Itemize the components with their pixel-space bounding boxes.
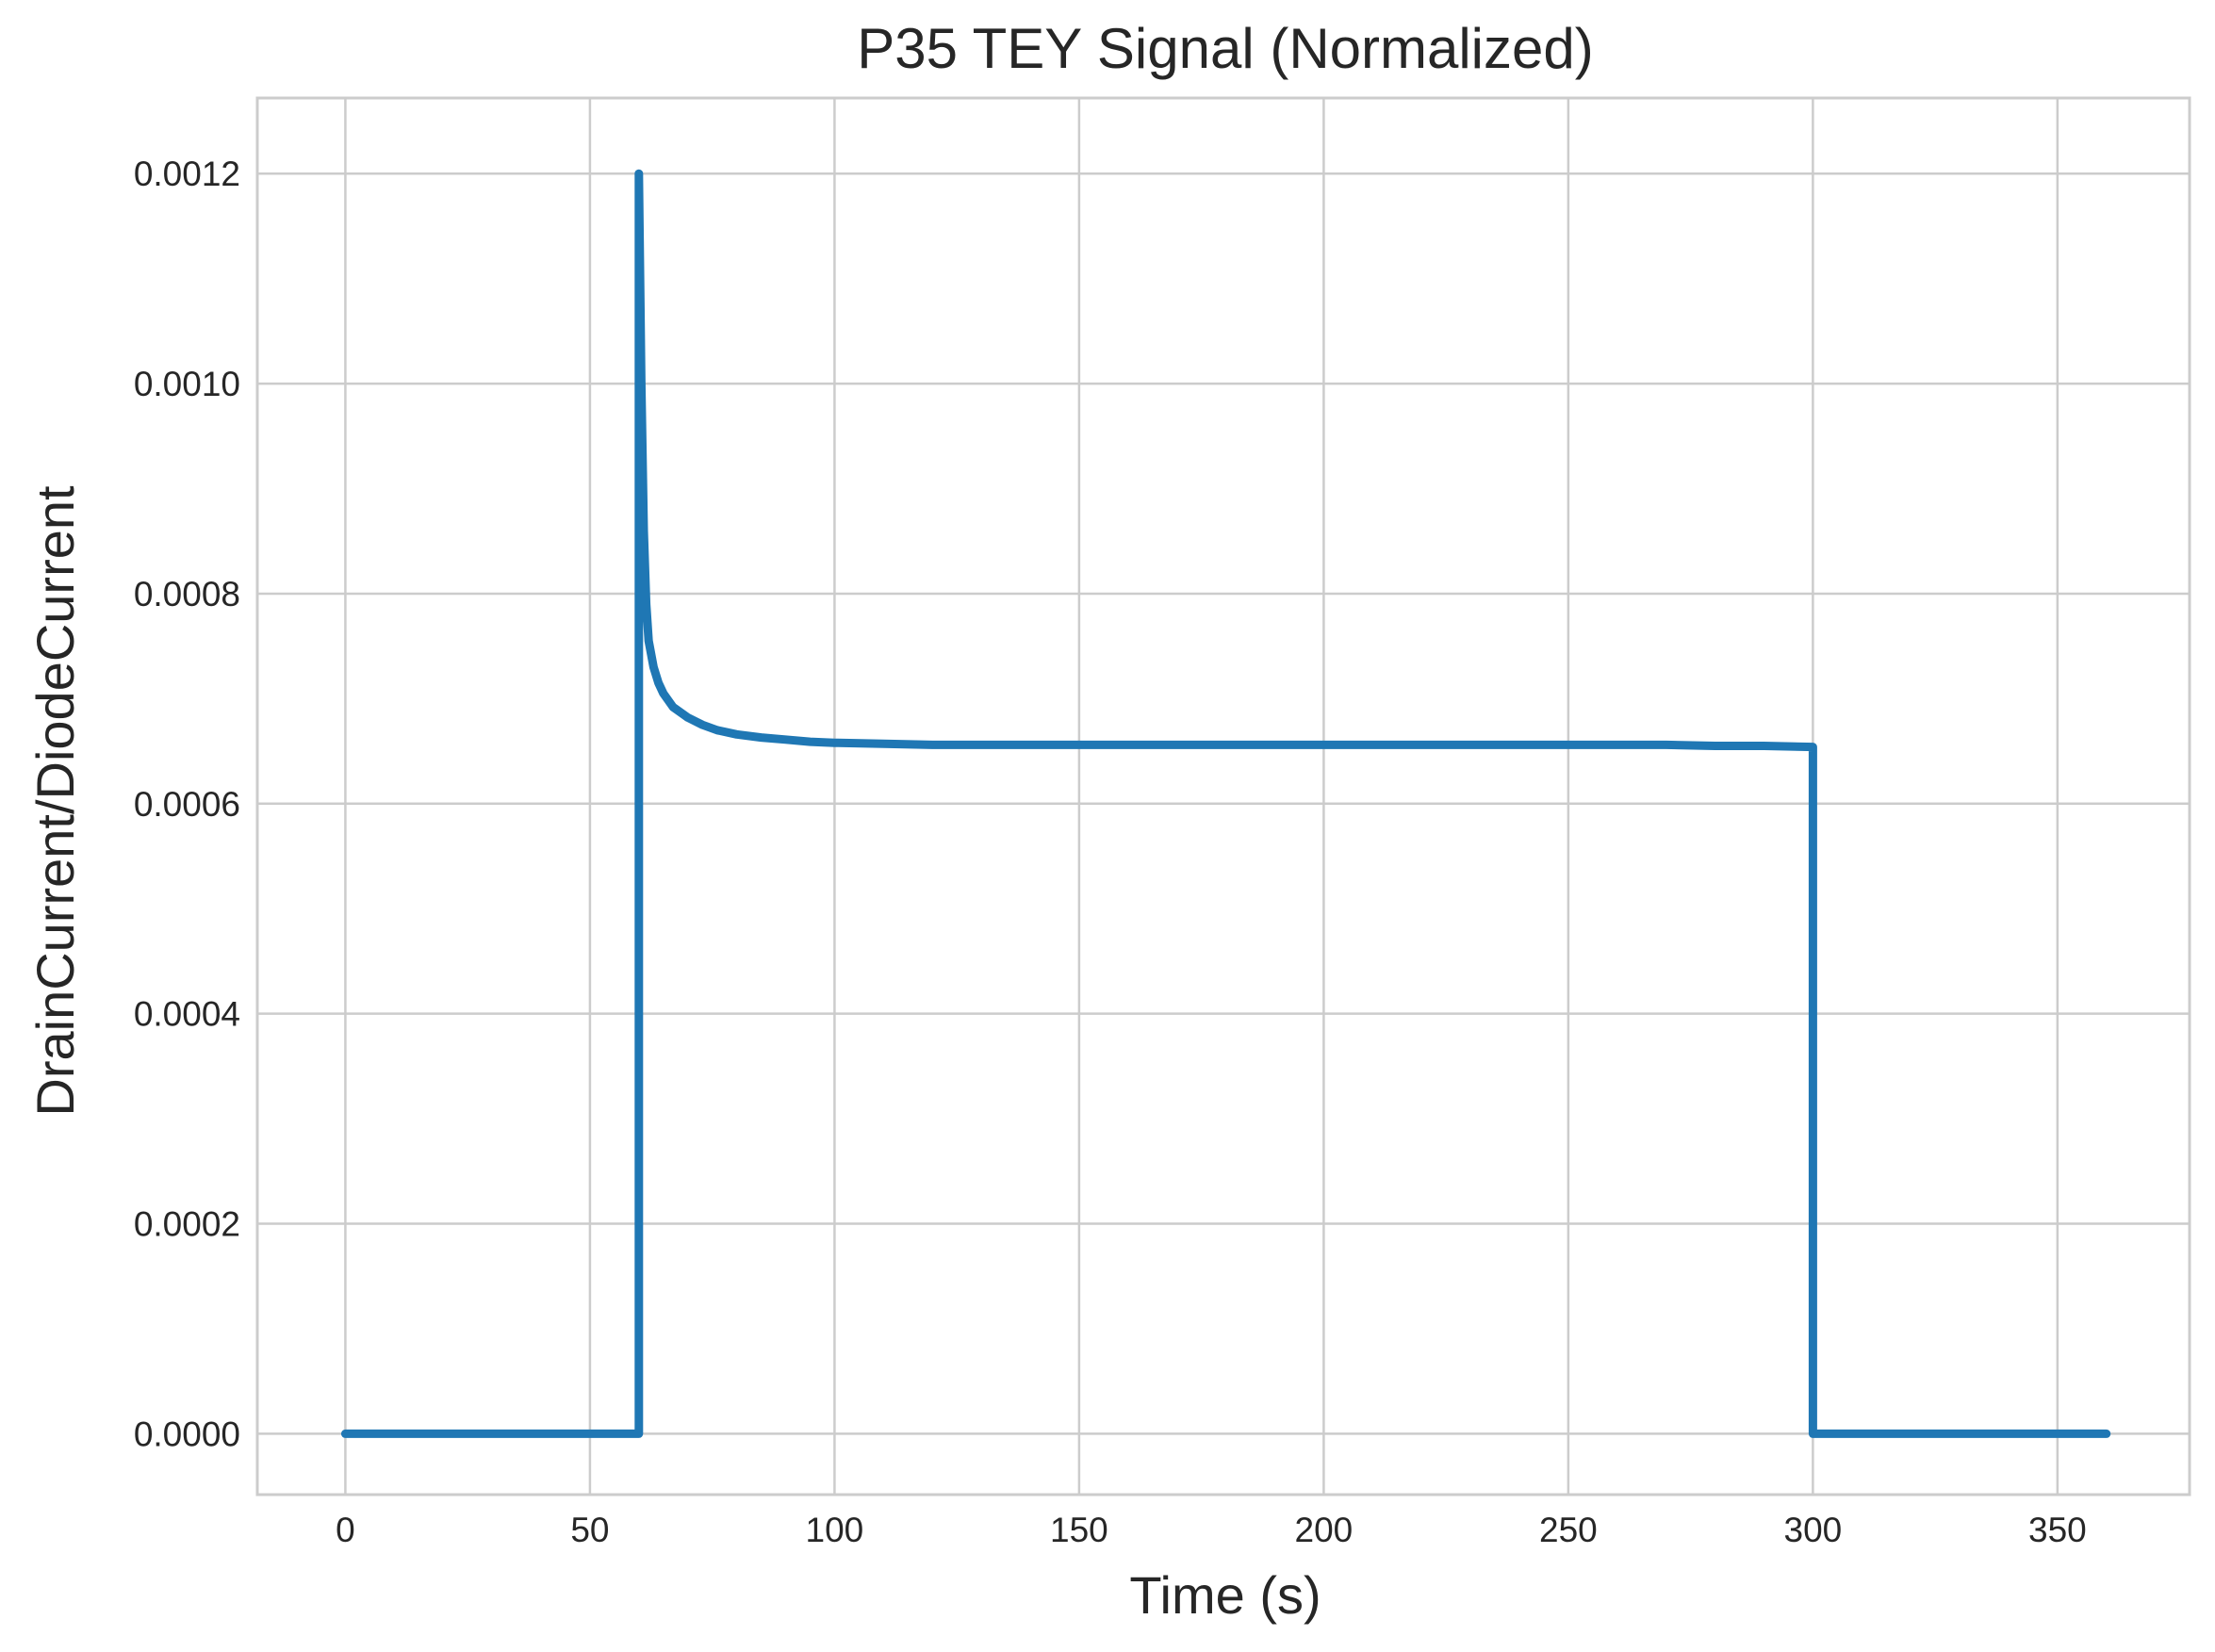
chart-title: P35 TEY Signal (Normalized) (857, 17, 1593, 80)
y-axis-label: DrainCurrent/DiodeCurrent (25, 485, 85, 1117)
y-tick-label: 0.0002 (134, 1205, 240, 1244)
tick-labels: 0 50 100 150 200 250 300 350 0.0000 0.0002 0.0004 0… (134, 155, 2087, 1549)
x-axis-label: Time (s) (1129, 1565, 1321, 1625)
y-tick-label: 0.0006 (134, 785, 240, 824)
x-tick-label: 50 (570, 1511, 609, 1549)
grid (257, 98, 2190, 1495)
x-tick-label: 350 (2028, 1511, 2087, 1549)
x-tick-label: 100 (806, 1511, 864, 1549)
x-tick-label: 150 (1050, 1511, 1108, 1549)
x-tick-label: 250 (1539, 1511, 1598, 1549)
y-tick-label: 0.0008 (134, 575, 240, 613)
series-layer (340, 169, 2111, 1438)
y-tick-label: 0.0000 (134, 1415, 240, 1453)
y-tick-label: 0.0010 (134, 365, 240, 403)
series-line (340, 169, 2111, 1438)
plot-frame (255, 96, 2191, 1497)
x-tick-label: 0 (336, 1511, 355, 1549)
x-tick-label: 200 (1295, 1511, 1354, 1549)
y-tick-label: 0.0004 (134, 995, 240, 1034)
x-tick-label: 300 (1784, 1511, 1843, 1549)
y-tick-label: 0.0012 (134, 155, 240, 193)
